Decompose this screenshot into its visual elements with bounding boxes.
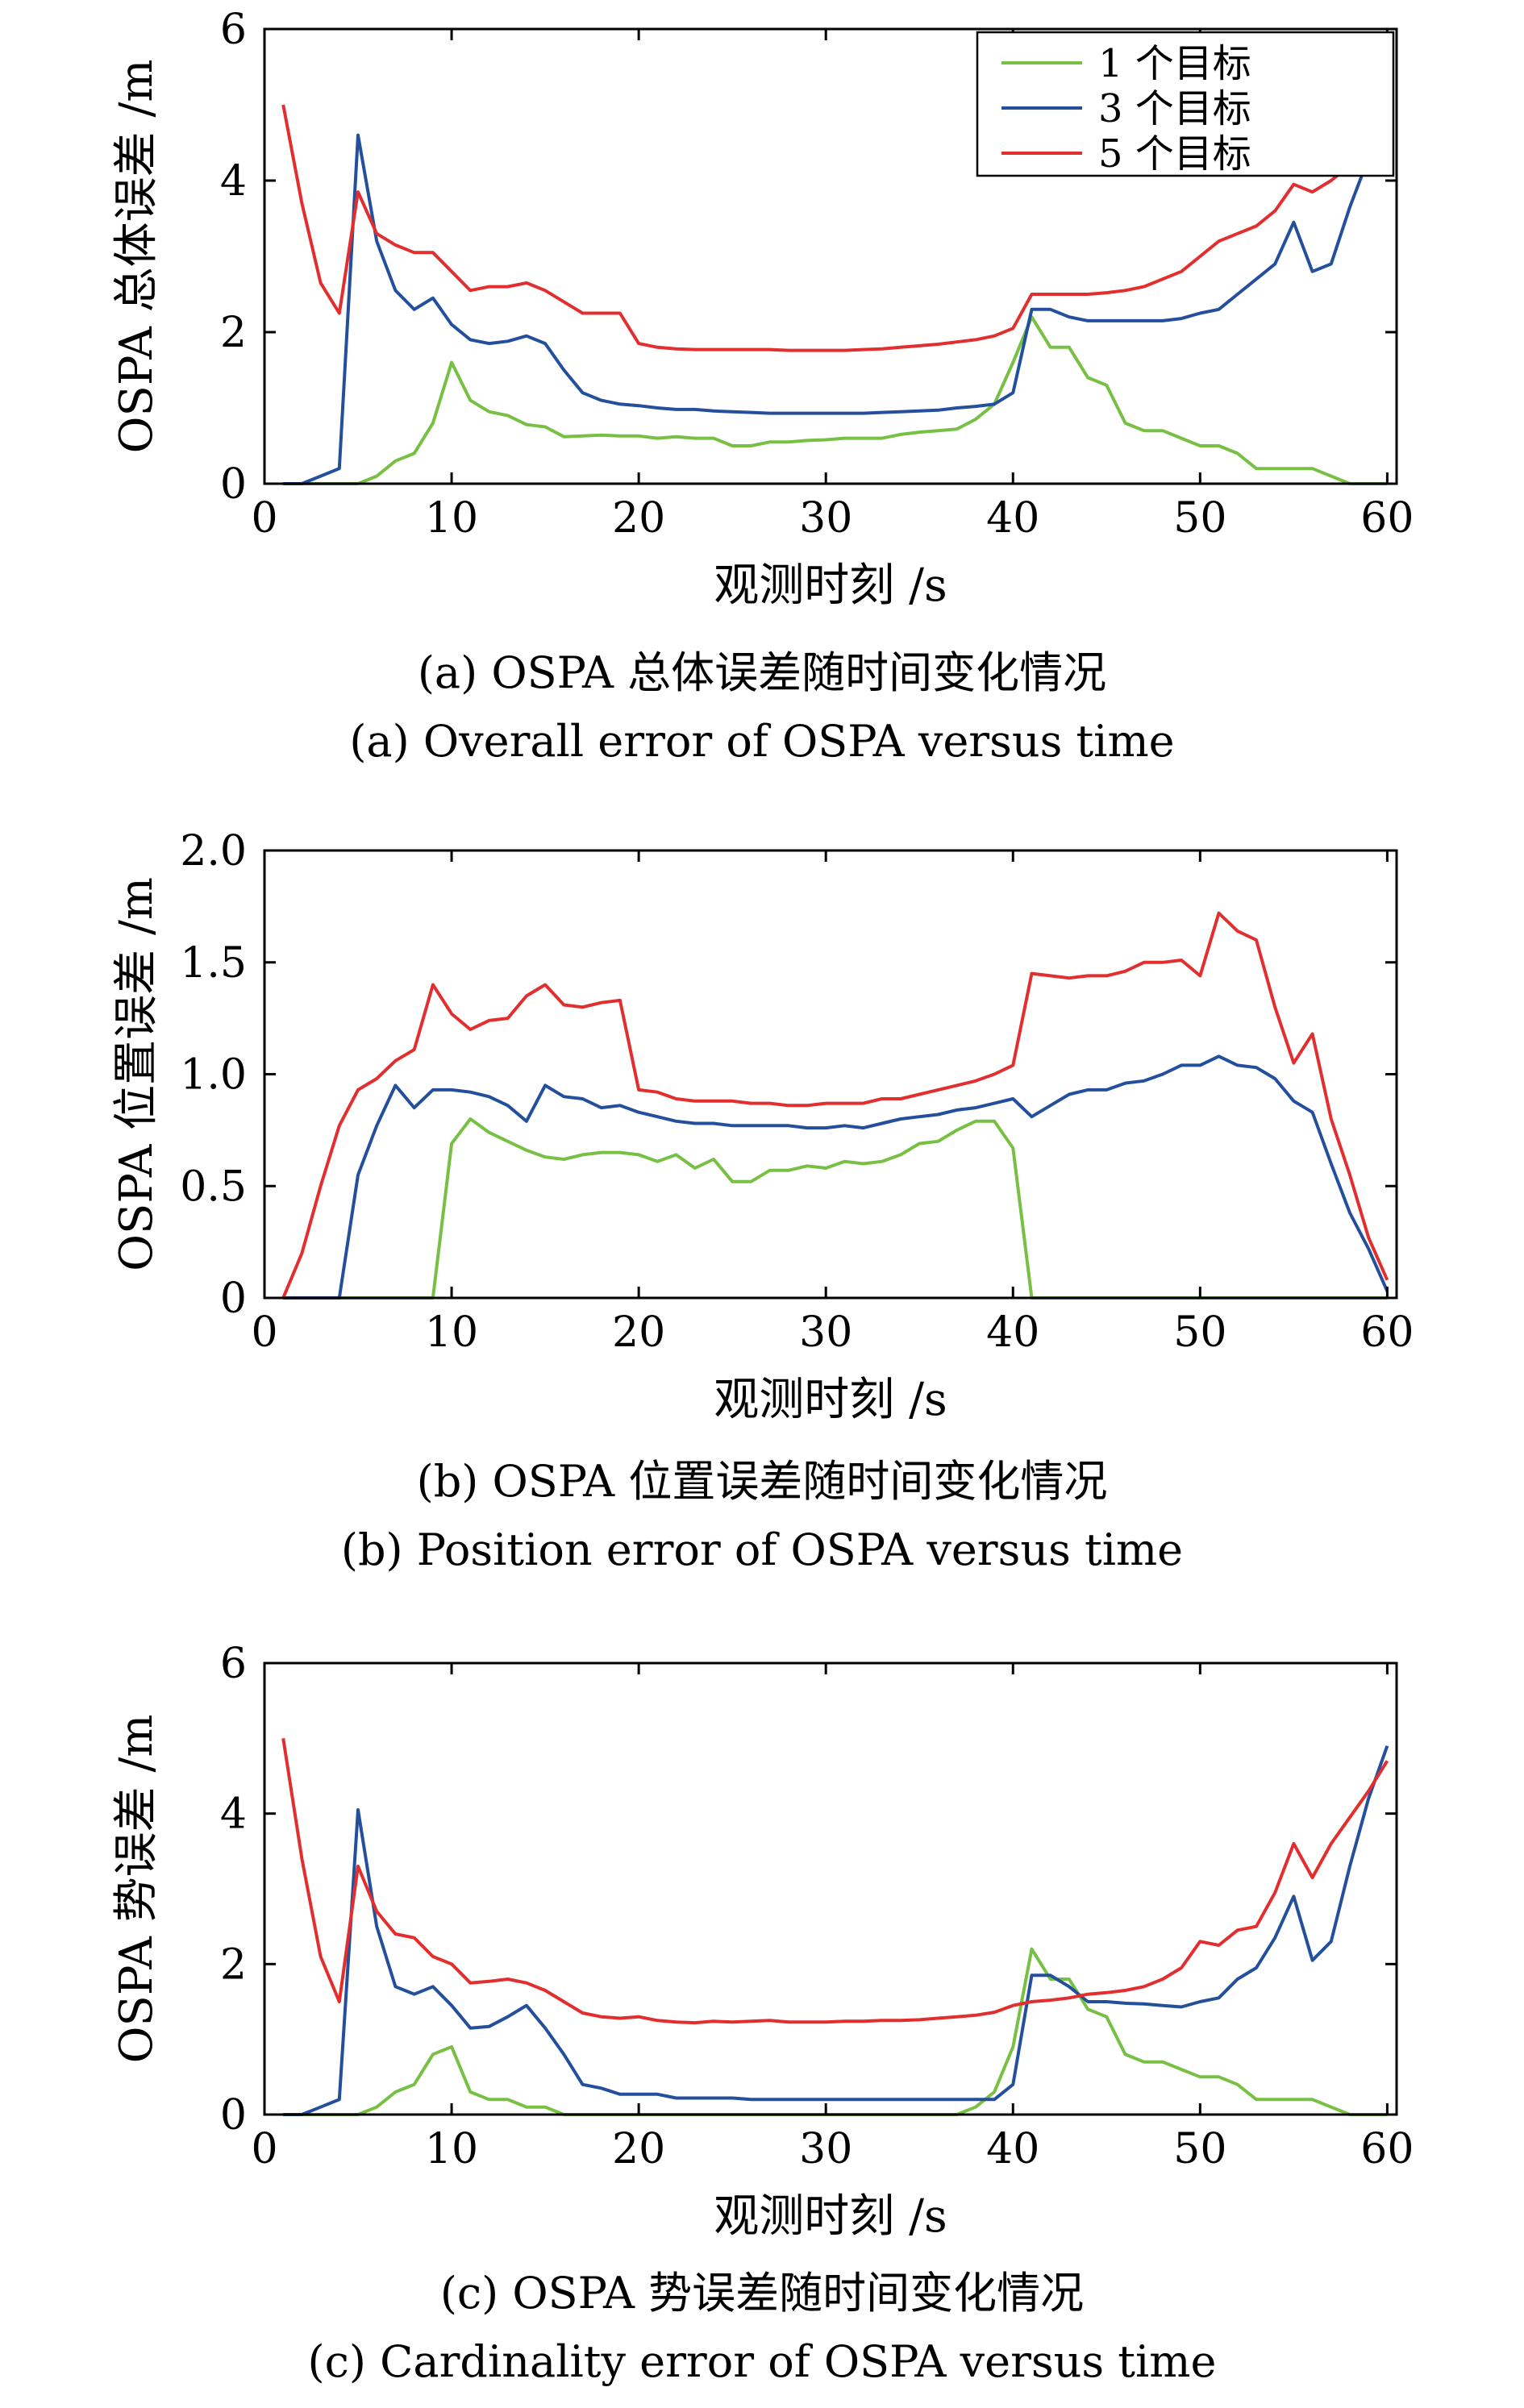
series-line-a-3	[281, 104, 1389, 352]
x-tick-label-a: 20	[612, 494, 665, 543]
caption-b-cn: (b) OSPA 位置误差随时间变化情况	[416, 1456, 1108, 1507]
y-tick-label-a: 6	[220, 6, 247, 54]
y-tick-label-b: 0.5	[180, 1162, 247, 1211]
x-tick-label-a: 10	[425, 494, 478, 543]
legend-label-1: 1 个目标	[1098, 41, 1251, 86]
x-tick-label-c: 60	[1360, 2125, 1414, 2173]
y-tick-label-b: 1.0	[180, 1051, 247, 1100]
x-tick-label-c: 40	[986, 2125, 1039, 2173]
x-tick-label-b: 20	[612, 1308, 665, 1357]
series-line-b-2	[283, 1054, 1389, 1300]
series-line-c-1	[283, 1947, 1388, 2116]
caption-c-cn: (c) OSPA 势误差随时间变化情况	[439, 2268, 1085, 2319]
axes-frame-c	[263, 1661, 1398, 2116]
y-tick-label-c: 2	[220, 1940, 247, 1989]
x-axis-label-c: 观测时刻 /s	[714, 2190, 947, 2243]
x-axis-label-a: 观测时刻 /s	[714, 559, 947, 612]
legend-label-3: 5 个目标	[1098, 131, 1251, 177]
y-tick-label-a: 0	[220, 460, 247, 509]
x-tick-label-a: 0	[251, 494, 277, 543]
axes-frame-a	[263, 27, 1398, 485]
x-tick-label-a: 30	[799, 494, 852, 543]
series-line-a-1	[283, 315, 1388, 485]
caption-c-en: (c) Cardinality error of OSPA versus tim…	[307, 2336, 1217, 2387]
x-tick-label-a: 60	[1360, 494, 1414, 543]
x-tick-label-c: 20	[612, 2125, 665, 2173]
y-tick-label-c: 0	[220, 2091, 247, 2140]
y-tick-label-b: 0	[220, 1275, 247, 1323]
y-tick-label-a: 4	[220, 157, 247, 206]
axes-frame-b	[263, 849, 1398, 1300]
x-tick-label-c: 0	[251, 2125, 277, 2173]
x-tick-label-b: 40	[986, 1308, 1039, 1357]
caption-b-en: (b) Position error of OSPA versus time	[340, 1524, 1184, 1575]
y-tick-label-a: 2	[220, 309, 247, 357]
series-line-c-3	[281, 1737, 1389, 2025]
y-tick-label-c: 6	[220, 1640, 247, 1688]
x-tick-label-b: 60	[1360, 1308, 1414, 1357]
series-line-a-2	[283, 111, 1389, 485]
y-axis-label-a: OSPA 总体误差 /m	[110, 60, 163, 454]
x-tick-label-c: 10	[425, 2125, 478, 2173]
legend-label-2: 3 个目标	[1098, 86, 1251, 131]
y-axis-label-c: OSPA 势误差 /m	[110, 1715, 163, 2064]
x-tick-label-b: 10	[425, 1308, 478, 1357]
y-tick-label-b: 1.5	[180, 939, 247, 988]
x-tick-label-a: 50	[1173, 494, 1226, 543]
caption-a-cn: (a) OSPA 总体误差随时间变化情况	[417, 647, 1107, 698]
x-tick-label-b: 0	[251, 1308, 277, 1357]
y-axis-label-b: OSPA 位置误差 /m	[110, 877, 163, 1271]
caption-a-en: (a) Overall error of OSPA versus time	[349, 716, 1175, 767]
x-tick-label-b: 30	[799, 1308, 852, 1357]
x-tick-label-a: 40	[986, 494, 1039, 543]
x-tick-label-b: 50	[1173, 1308, 1226, 1357]
x-tick-label-c: 50	[1173, 2125, 1226, 2173]
y-tick-label-b: 2.0	[180, 827, 247, 875]
x-axis-label-b: 观测时刻 /s	[714, 1374, 947, 1426]
series-line-b-1	[283, 1117, 1388, 1300]
series-line-c-2	[283, 1745, 1389, 2116]
y-tick-label-c: 4	[220, 1790, 247, 1839]
x-tick-label-c: 30	[799, 2125, 852, 2173]
series-line-b-3	[281, 911, 1389, 1299]
